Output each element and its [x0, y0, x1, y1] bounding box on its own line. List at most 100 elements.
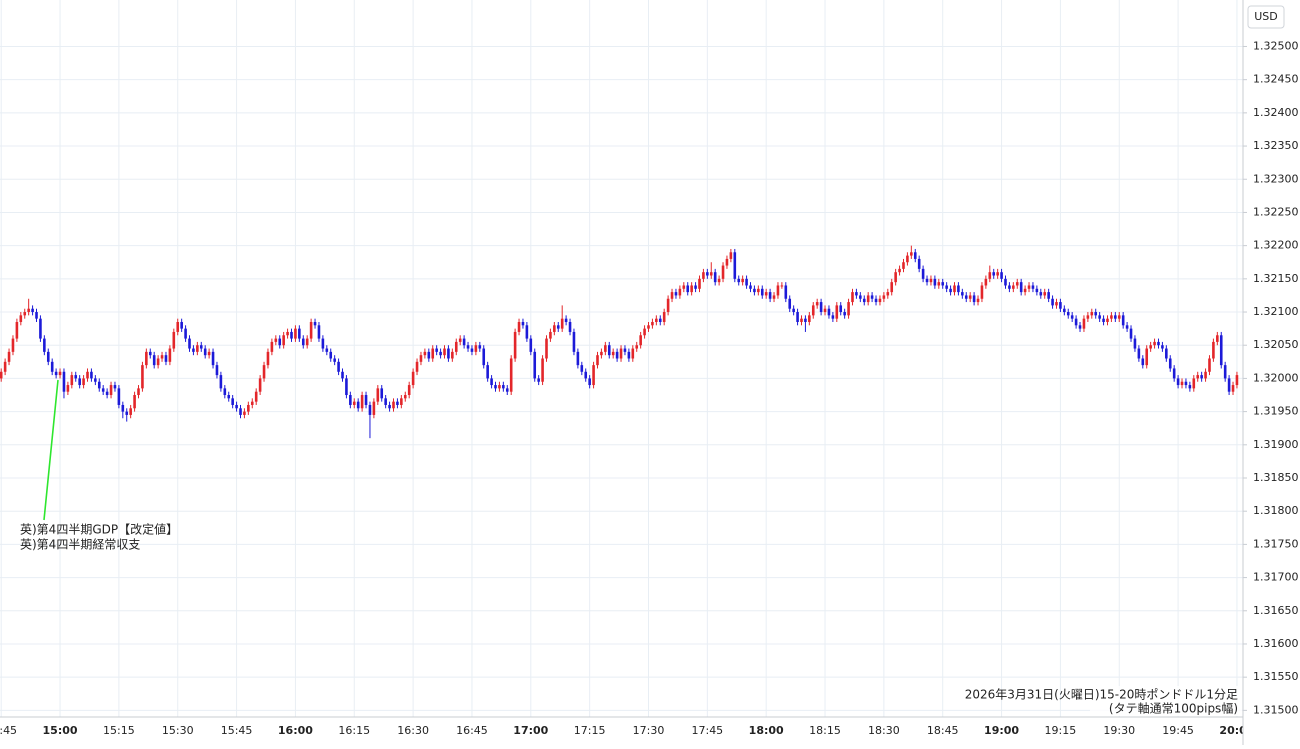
candle-body [1063, 308, 1066, 313]
candle-body [658, 318, 662, 322]
candle-body [321, 338, 325, 349]
candle-body [164, 355, 168, 362]
x-tick-label: 14:45 [0, 724, 17, 737]
candle-body [400, 398, 403, 405]
x-tick-label: 15:15 [103, 724, 135, 737]
candle-body [368, 404, 372, 415]
y-tick-label: 1.32250 [1253, 205, 1299, 218]
candle-body [3, 361, 7, 372]
x-tick-label: 20:00 [1219, 724, 1254, 737]
candle-body [635, 345, 639, 349]
candle-body [392, 401, 395, 409]
candle-body [902, 262, 905, 269]
candle-body [859, 295, 862, 299]
candle-body [258, 378, 262, 392]
candle-body [66, 385, 70, 392]
candle-body [1204, 371, 1207, 379]
x-tick-label: 16:15 [338, 724, 370, 737]
candle-body [505, 388, 509, 392]
candle-body [1212, 341, 1215, 359]
candle-body [141, 365, 144, 389]
candle-body [298, 328, 301, 339]
candle-body [439, 351, 442, 356]
candle-body [1114, 315, 1117, 319]
candle-body [301, 338, 305, 346]
candle-body [906, 255, 909, 263]
candle-body [921, 268, 925, 279]
candle-body [713, 272, 717, 283]
candle-body [129, 408, 132, 415]
candle-body [647, 325, 650, 329]
candle-body [988, 272, 992, 279]
candle-body [874, 298, 878, 303]
candle-body [1153, 341, 1156, 346]
candle-body [0, 371, 3, 379]
candle-body [694, 285, 697, 289]
candle-body [90, 371, 93, 379]
candle-body [760, 288, 764, 296]
x-tick-label: 15:00 [43, 724, 78, 737]
candle-body [1188, 385, 1192, 389]
candle-body [486, 365, 489, 379]
candle-body [333, 358, 336, 362]
candle-body [615, 351, 619, 359]
candle-body [403, 395, 407, 399]
candle-body [1055, 302, 1058, 306]
candle-body [19, 315, 23, 322]
candle-body [1023, 288, 1027, 293]
y-tick-label: 1.31700 [1253, 571, 1299, 584]
candle-body [1098, 315, 1101, 319]
candle-body [862, 298, 866, 303]
candle-body [560, 318, 564, 329]
candle-body [1133, 338, 1137, 349]
candle-body [1129, 328, 1133, 339]
candle-body [611, 351, 615, 356]
candle-body [388, 404, 391, 409]
candle-body [423, 351, 427, 356]
candle-body [517, 321, 521, 332]
price-axis-panel [1243, 0, 1300, 745]
candle-body [396, 401, 399, 405]
y-tick-label: 1.32450 [1253, 73, 1299, 86]
candle-body [341, 371, 344, 379]
candle-body [168, 348, 172, 362]
candle-body [235, 404, 238, 409]
candle-body [709, 272, 713, 276]
candle-body [1145, 348, 1149, 366]
y-tick-label: 1.32300 [1253, 172, 1299, 185]
candle-body [1059, 302, 1062, 309]
candle-body [1094, 312, 1098, 316]
x-tick-label: 18:45 [927, 724, 959, 737]
candle-body [380, 388, 384, 399]
candle-body [50, 361, 54, 372]
candle-body [717, 278, 721, 283]
candle-body [556, 325, 560, 329]
candle-body [596, 355, 599, 366]
candle-body [1219, 335, 1223, 366]
candle-body [482, 348, 486, 366]
candle-body [509, 358, 513, 392]
candle-body [411, 371, 415, 386]
candle-body [780, 285, 784, 287]
candle-body [588, 378, 591, 386]
x-tick-label: 17:00 [513, 724, 548, 737]
candle-body [1192, 378, 1196, 389]
candle-body [808, 315, 811, 322]
candle-body [964, 295, 968, 299]
candle-body [745, 278, 748, 286]
candle-body [451, 351, 454, 359]
candle-body [1161, 345, 1164, 349]
candle-body [702, 272, 705, 279]
candle-body [835, 305, 839, 319]
candle-body [309, 321, 313, 339]
candle-body [498, 385, 501, 389]
candle-body [172, 331, 176, 349]
candle-body [454, 341, 458, 352]
candle-body [156, 358, 160, 366]
candle-body [757, 288, 760, 293]
candle-body [811, 305, 815, 316]
candle-body [980, 285, 984, 299]
y-tick-label: 1.31850 [1253, 471, 1299, 484]
y-tick-label: 1.32100 [1253, 305, 1299, 318]
